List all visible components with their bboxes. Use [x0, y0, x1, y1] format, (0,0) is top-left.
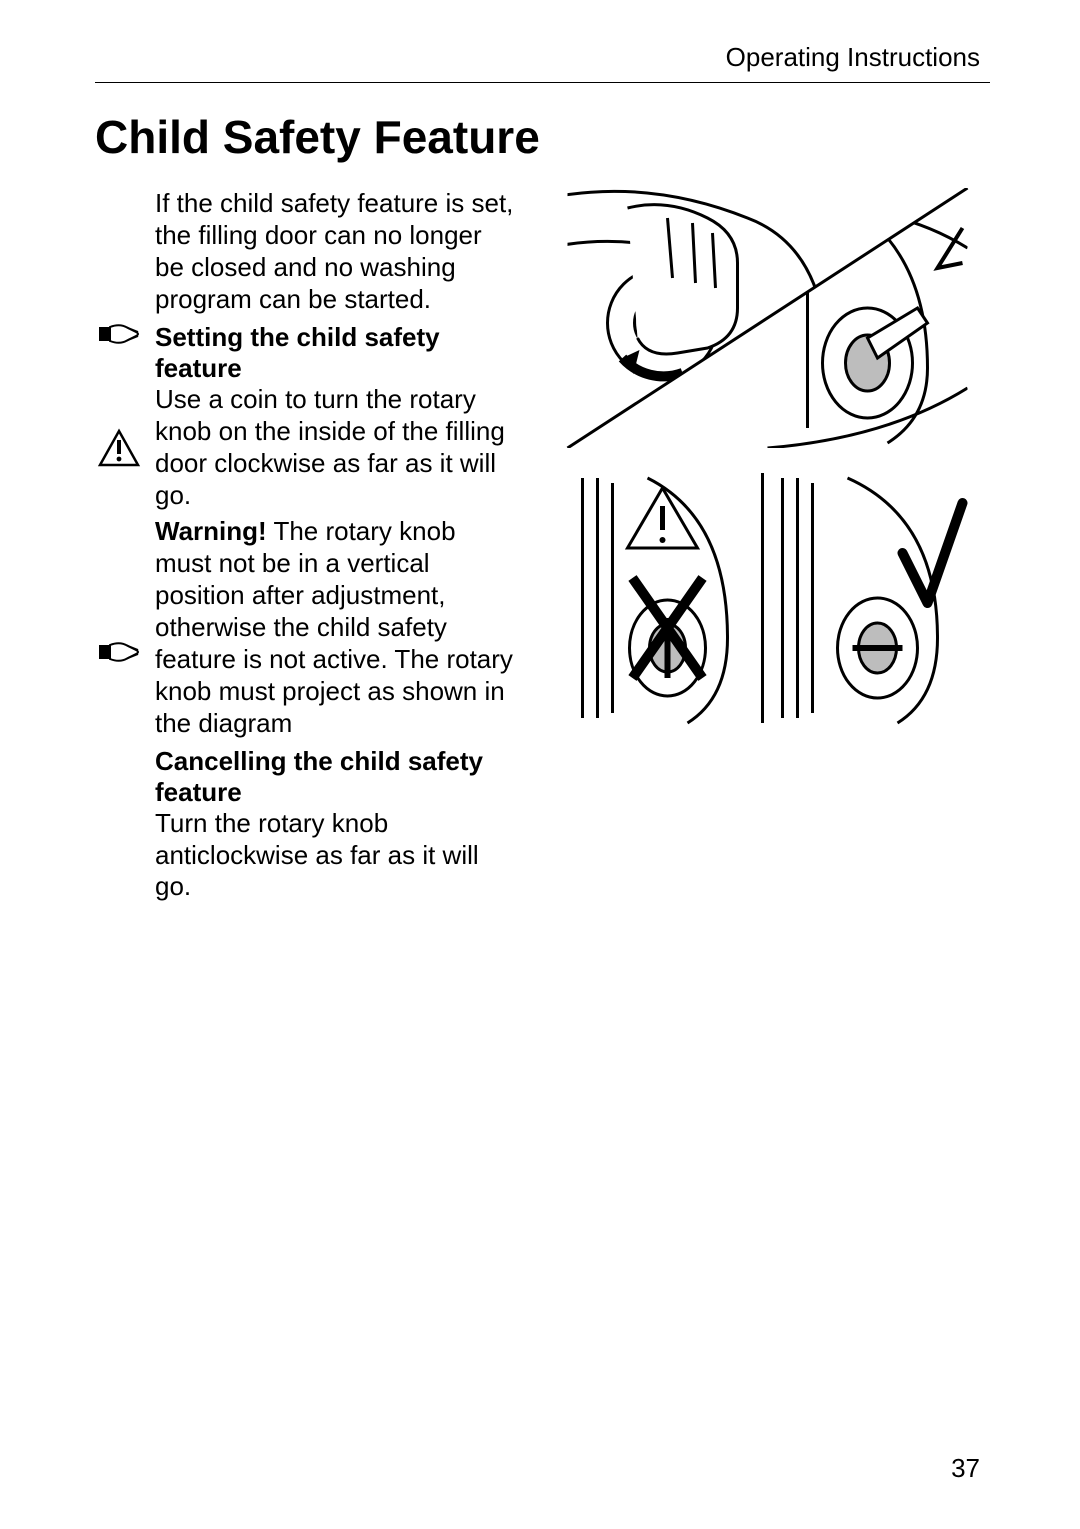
running-head: Operating Instructions	[726, 42, 980, 73]
warning-triangle-icon	[95, 428, 143, 468]
note-hand-icon-2	[95, 640, 143, 664]
content-area: If the child safety feature is set, the …	[95, 188, 990, 903]
page-number: 37	[951, 1453, 980, 1484]
manual-page: Operating Instructions Child Safety Feat…	[0, 0, 1080, 1529]
header-rule	[95, 82, 990, 83]
illustration-bottom	[545, 468, 990, 728]
warning-text: The rotary knob must not be in a vertica…	[155, 516, 513, 738]
note-hand-icon	[95, 322, 143, 346]
setting-heading: Setting the child safety feature	[155, 322, 515, 384]
illustration-top	[545, 188, 990, 448]
text-column: If the child safety feature is set, the …	[95, 188, 515, 903]
cancelling-text: Turn the rotary knob anticlockwise as fa…	[155, 808, 515, 904]
cancelling-heading: Cancelling the child safety feature	[155, 746, 515, 808]
setting-text: Use a coin to turn the rotary knob on th…	[155, 384, 515, 512]
intro-paragraph: If the child safety feature is set, the …	[155, 188, 515, 316]
warning-paragraph: Warning! The rotary knob must not be in …	[155, 516, 515, 740]
page-title: Child Safety Feature	[95, 110, 540, 164]
warning-label: Warning!	[155, 516, 267, 546]
illustration-column	[545, 188, 990, 903]
